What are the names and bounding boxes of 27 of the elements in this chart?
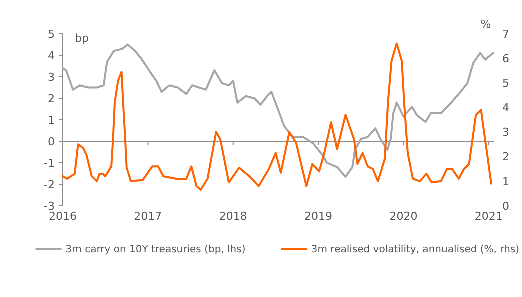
y-tick-label: -3 <box>44 200 55 213</box>
y-tick-label: 3 <box>48 70 55 84</box>
y-axis-title: bp <box>75 32 89 45</box>
y2-tick-label: 3 <box>502 126 510 140</box>
y2-tick-label: 6 <box>502 52 510 66</box>
y-tick-label: 2 <box>48 92 55 106</box>
x-tick-label: 2019 <box>304 210 333 223</box>
y-tick-label: 0 <box>48 135 55 148</box>
y2-tick-label: 2 <box>502 150 510 164</box>
y2-tick-label: 0 <box>502 200 510 213</box>
x-tick-label: 2018 <box>219 210 248 223</box>
x-tick-label: 2020 <box>390 210 418 223</box>
legend-label: 3m realised volatility, annualised (%, rhs) <box>311 244 520 256</box>
y2-tick-label: 4 <box>502 102 510 115</box>
y-tick-label: 4 <box>48 49 55 62</box>
y2-tick-label: 1 <box>502 175 510 188</box>
y-tick-label: 5 <box>48 28 55 41</box>
legend-label: 3m carry on 10Y treasuries (bp, lhs) <box>66 244 246 256</box>
y2-tick-label: 5 <box>502 76 510 90</box>
y-tick-label: -2 <box>44 178 55 192</box>
y-tick-label: -1 <box>44 156 55 170</box>
y2-tick-label: 7 <box>502 28 510 41</box>
x-tick-label: 2017 <box>134 210 162 223</box>
x-tick-label: 2016 <box>49 210 77 223</box>
x-tick-label: 2021 <box>474 210 503 223</box>
y-tick-label: 1 <box>48 114 55 127</box>
y2-axis-title: % <box>480 18 492 31</box>
